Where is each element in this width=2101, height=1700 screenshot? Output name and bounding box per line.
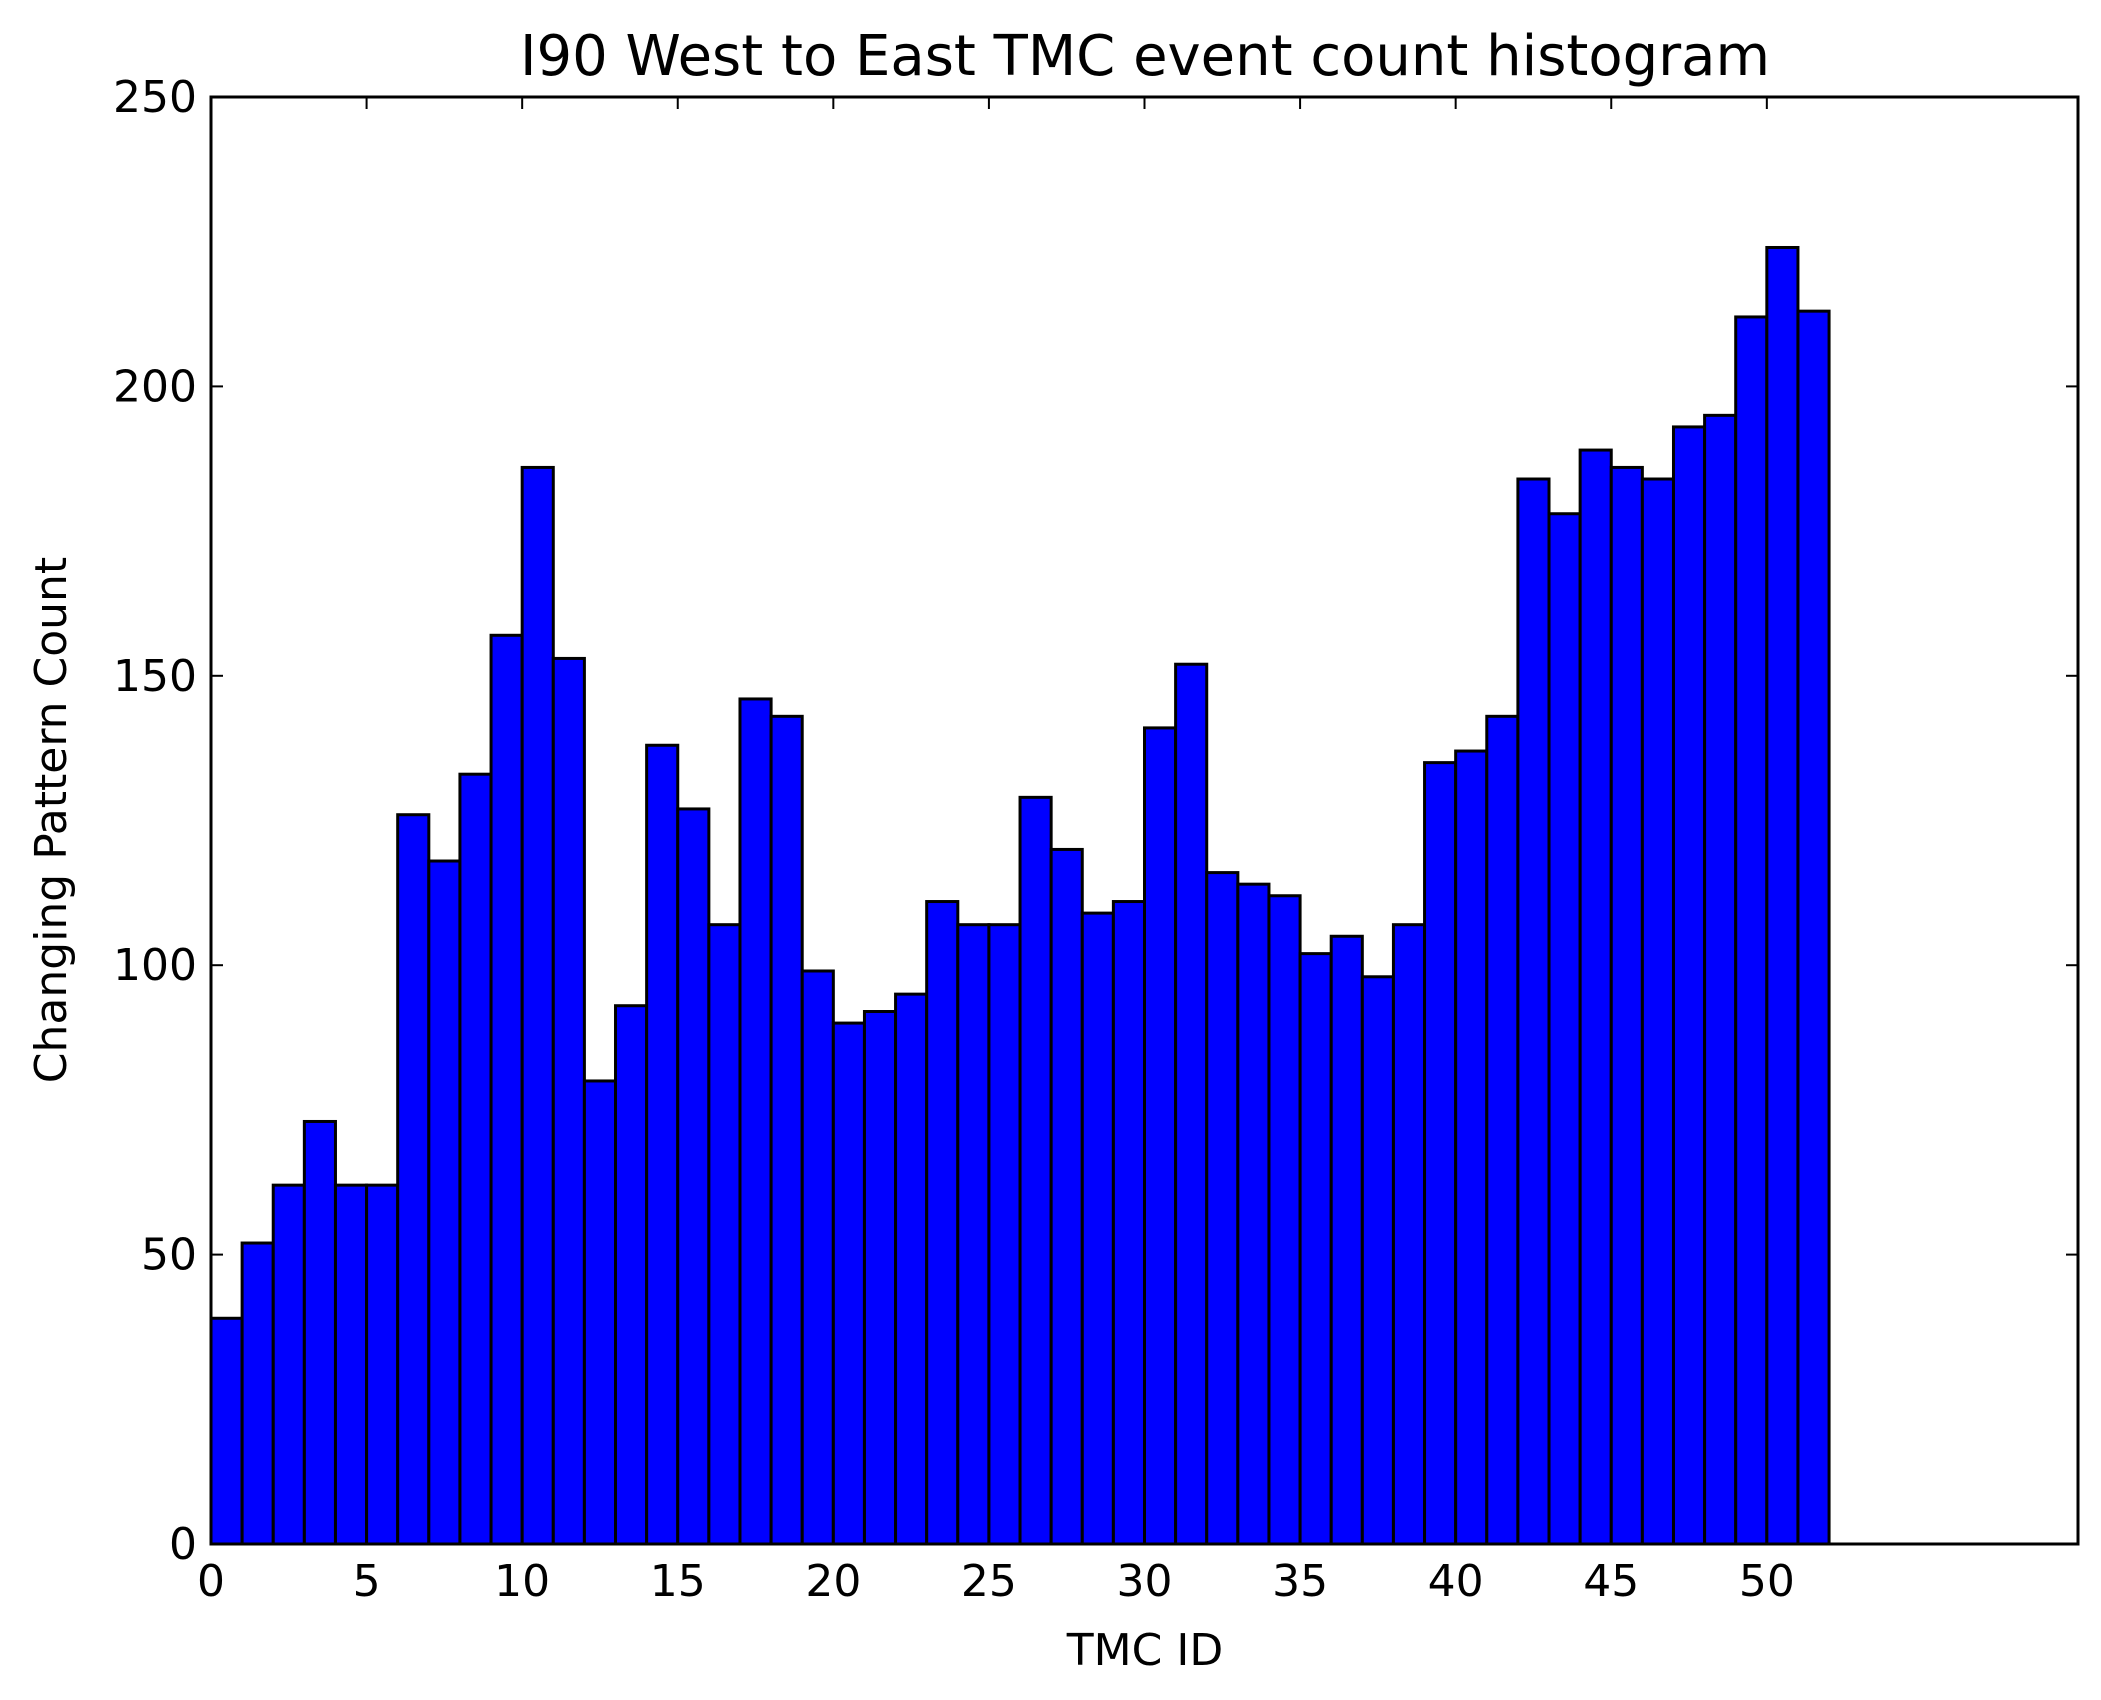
- bar: [1485, 714, 1520, 1546]
- bar: [396, 813, 431, 1546]
- x-tick-label: 20: [805, 1556, 861, 1607]
- bar: [1516, 477, 1551, 1546]
- bar: [1298, 952, 1333, 1546]
- bar: [427, 859, 462, 1546]
- bar: [582, 1079, 618, 1546]
- plot-frame: [209, 95, 2080, 1546]
- x-tick-label: 10: [494, 1556, 550, 1607]
- bar: [1205, 871, 1240, 1546]
- bar: [1703, 413, 1738, 1546]
- bar: [271, 1183, 306, 1546]
- y-tick-label: 200: [113, 361, 197, 412]
- bar: [1578, 448, 1613, 1546]
- bar: [1049, 847, 1084, 1546]
- bar: [333, 1183, 369, 1546]
- x-tick-label: 25: [961, 1556, 1017, 1607]
- bar: [1609, 465, 1644, 1546]
- bar: [645, 743, 680, 1546]
- bar: [956, 923, 991, 1546]
- x-tick-label: 15: [650, 1556, 706, 1607]
- bar: [1267, 894, 1302, 1546]
- x-tick-label: 5: [353, 1556, 381, 1607]
- bar: [1796, 309, 1831, 1546]
- bar: [1174, 662, 1209, 1546]
- y-tick-label: 100: [113, 940, 197, 991]
- bar: [676, 807, 711, 1546]
- x-tick-label: 35: [1272, 1556, 1328, 1607]
- bar: [302, 1119, 337, 1546]
- bar: [1236, 882, 1271, 1546]
- bar: [1454, 749, 1489, 1546]
- x-tick-label: 40: [1428, 1556, 1484, 1607]
- x-axis-label: TMC ID: [1066, 1625, 1223, 1676]
- y-tick-label: 250: [113, 72, 197, 123]
- y-tick-label: 50: [141, 1230, 197, 1281]
- bar: [1671, 425, 1707, 1546]
- bar: [831, 1021, 866, 1546]
- y-tick-label: 0: [169, 1519, 197, 1570]
- bar: [458, 772, 493, 1546]
- bar: [987, 923, 1022, 1546]
- bar: [707, 923, 742, 1546]
- bars-group: [209, 245, 1831, 1546]
- y-axis-label: Changing Pattern Count: [26, 557, 77, 1083]
- bar: [1547, 512, 1582, 1546]
- bar: [1391, 923, 1427, 1546]
- x-tick-label: 45: [1583, 1556, 1639, 1607]
- bar: [1143, 726, 1178, 1546]
- ticks-group: 0 5 10 15 20 25 30 35 40 45 50 0 50 100 150 200 250: [113, 72, 2078, 1607]
- bar: [614, 1004, 649, 1546]
- bar: [1080, 911, 1115, 1546]
- bar: [240, 1241, 275, 1546]
- bar: [862, 1010, 898, 1546]
- x-tick-label: 50: [1739, 1556, 1795, 1607]
- bar: [769, 714, 804, 1546]
- bar: [1765, 245, 1800, 1546]
- bar: [738, 697, 773, 1546]
- chart-title: I90 West to East TMC event count histogr…: [520, 24, 1770, 89]
- bar: [894, 992, 929, 1546]
- bar: [551, 656, 586, 1546]
- bar: [1360, 975, 1395, 1546]
- x-tick-label: 0: [197, 1556, 225, 1607]
- bar: [925, 900, 960, 1546]
- bar: [1734, 315, 1769, 1546]
- bar: [489, 633, 524, 1546]
- y-tick-label: 150: [113, 651, 197, 702]
- bar: [1329, 934, 1364, 1546]
- bar: [209, 1316, 244, 1546]
- bar: [800, 969, 835, 1546]
- bar: [365, 1183, 400, 1546]
- bar: [520, 465, 555, 1546]
- bar: [1111, 900, 1146, 1546]
- bar: [1640, 477, 1675, 1546]
- bar: [1423, 761, 1458, 1546]
- bar: [1018, 795, 1053, 1546]
- x-tick-label: 30: [1117, 1556, 1173, 1607]
